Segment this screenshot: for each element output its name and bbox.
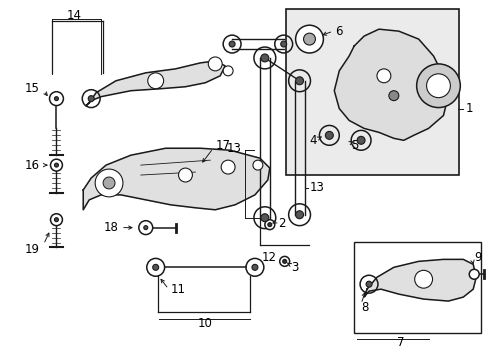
Circle shape — [295, 25, 323, 53]
Circle shape — [366, 281, 371, 287]
Text: 16: 16 — [24, 159, 40, 172]
Circle shape — [388, 91, 398, 100]
Circle shape — [280, 41, 286, 47]
Circle shape — [208, 57, 222, 71]
Polygon shape — [86, 61, 224, 105]
Text: 6: 6 — [335, 24, 342, 38]
Circle shape — [152, 264, 158, 270]
Circle shape — [267, 223, 271, 227]
Circle shape — [279, 256, 289, 266]
Circle shape — [54, 96, 59, 100]
Circle shape — [103, 177, 115, 189]
Circle shape — [414, 270, 432, 288]
Circle shape — [252, 160, 263, 170]
Circle shape — [229, 41, 235, 47]
Circle shape — [356, 136, 365, 144]
Text: 11: 11 — [170, 283, 185, 296]
Polygon shape — [334, 29, 447, 140]
Bar — [285, 9, 458, 175]
Text: 17: 17 — [215, 139, 230, 152]
Circle shape — [325, 131, 333, 139]
Circle shape — [50, 159, 62, 171]
Circle shape — [54, 163, 59, 167]
Text: 13: 13 — [309, 181, 324, 194]
Text: 15: 15 — [25, 82, 40, 95]
Circle shape — [282, 260, 286, 264]
Circle shape — [54, 218, 59, 222]
Circle shape — [223, 66, 233, 76]
Circle shape — [221, 160, 235, 174]
Text: 19: 19 — [24, 243, 40, 256]
Text: 4: 4 — [308, 134, 316, 147]
Circle shape — [260, 214, 268, 222]
Circle shape — [143, 226, 147, 230]
Circle shape — [426, 74, 449, 98]
Text: 3: 3 — [291, 261, 298, 274]
Text: 1: 1 — [464, 102, 472, 115]
Text: 8: 8 — [360, 301, 368, 314]
Text: 12: 12 — [262, 251, 276, 264]
Text: 18: 18 — [104, 221, 119, 234]
Text: 13: 13 — [227, 142, 242, 155]
Circle shape — [49, 92, 63, 105]
Text: 7: 7 — [396, 336, 404, 349]
Circle shape — [178, 168, 192, 182]
Polygon shape — [364, 260, 475, 301]
Circle shape — [251, 264, 257, 270]
Circle shape — [264, 220, 274, 230]
Circle shape — [50, 214, 62, 226]
Circle shape — [260, 54, 268, 62]
Circle shape — [376, 69, 390, 83]
Text: 14: 14 — [67, 9, 81, 22]
Circle shape — [416, 64, 459, 108]
Circle shape — [95, 169, 122, 197]
Polygon shape — [83, 148, 269, 210]
Bar — [353, 242, 480, 333]
Text: 2: 2 — [277, 217, 285, 230]
Circle shape — [303, 33, 315, 45]
Circle shape — [295, 77, 303, 85]
Circle shape — [468, 269, 478, 279]
Text: 10: 10 — [198, 318, 212, 330]
Text: 9: 9 — [473, 251, 481, 264]
Circle shape — [147, 73, 163, 89]
Text: 5: 5 — [350, 139, 358, 152]
Circle shape — [295, 211, 303, 219]
Circle shape — [88, 96, 94, 102]
